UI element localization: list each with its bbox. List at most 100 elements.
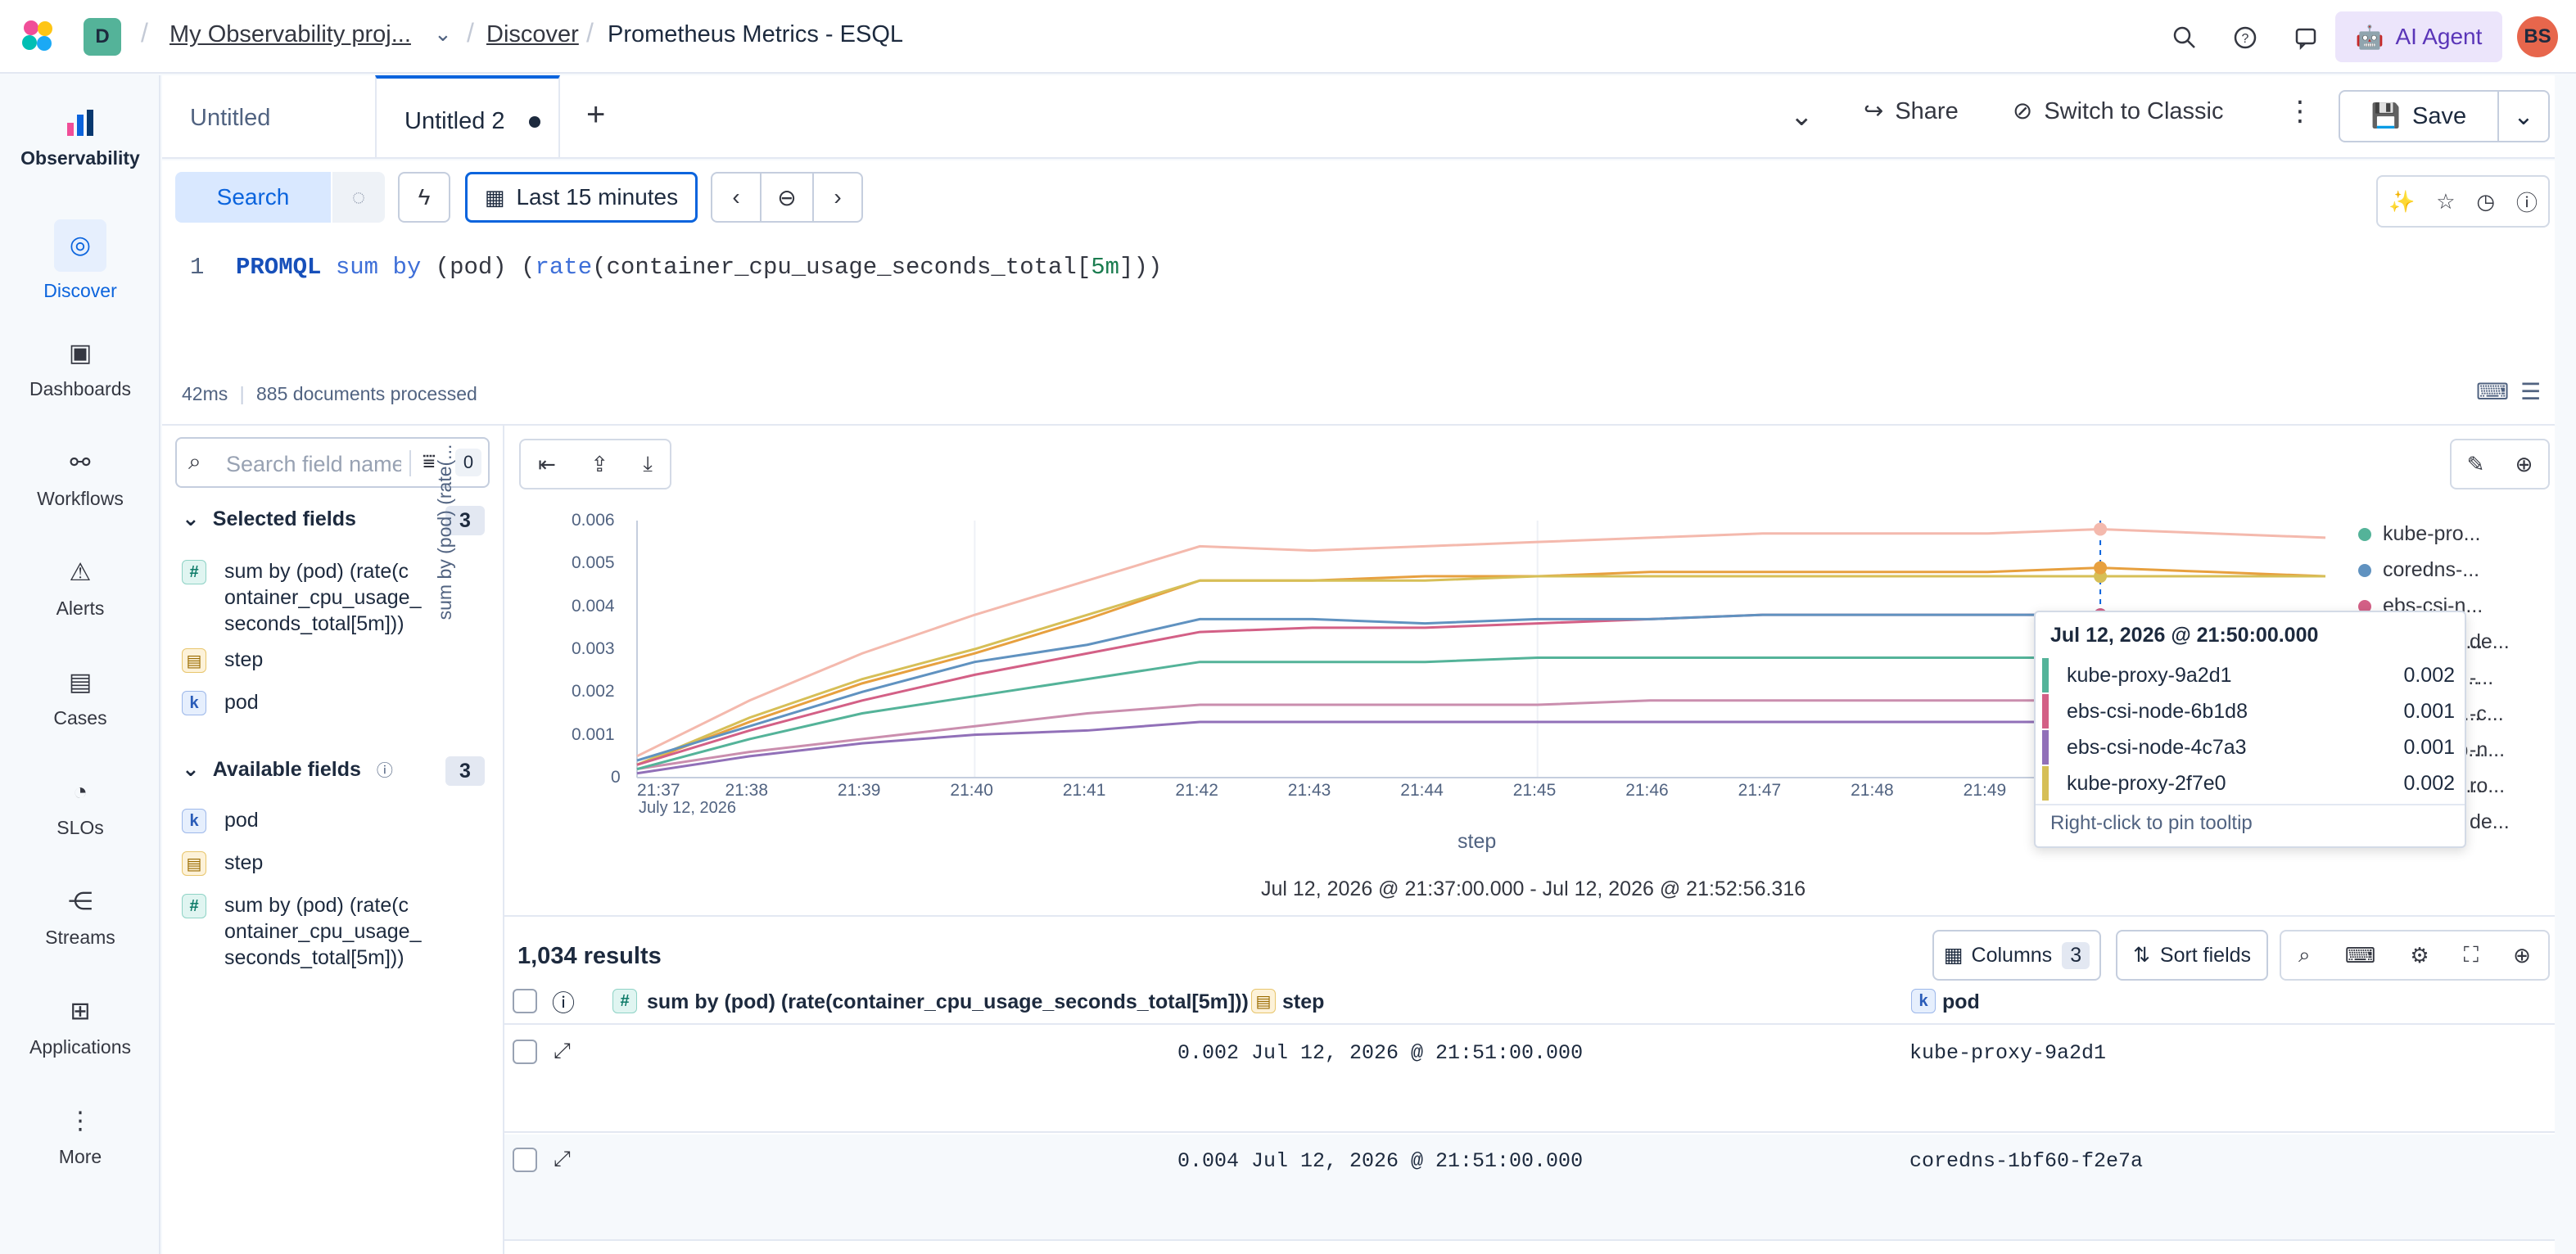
edit-visualization-icon[interactable]: ✎ <box>2466 451 2485 476</box>
query-editor[interactable]: 1 PROMQL sum by (pod) (rate(container_cp… <box>162 249 2555 347</box>
time-back-icon[interactable]: ‹ <box>711 172 762 223</box>
save-options-chevron-icon[interactable]: ⌄ <box>2497 90 2550 142</box>
streams-icon: ⋲ <box>68 888 93 915</box>
legend-item[interactable]: kube-pro... <box>2358 522 2481 546</box>
table-row[interactable]: ⤢ 0.004 Jul 12, 2026 @ 21:51:00.000 core… <box>504 1134 2555 1241</box>
nav-dashboards[interactable]: ▣ Dashboards <box>0 337 160 400</box>
info-icon[interactable]: ⓘ <box>552 990 576 1016</box>
row-checkbox[interactable] <box>513 1040 537 1064</box>
breadcrumb-project[interactable]: My Observability proj... <box>169 21 411 47</box>
nav-cases[interactable]: ▤ Cases <box>0 666 160 729</box>
collapse-sidebar-icon[interactable]: ⇤ <box>538 451 556 476</box>
nav-applications[interactable]: ⊞ Applications <box>0 995 160 1058</box>
field-sidebar: ⌕ Search field names ⩸ 0 ⌄ Selected field… <box>162 426 503 1254</box>
magic-wand-icon[interactable]: ✨ <box>2388 188 2416 214</box>
sort-icon: ⇅ <box>2132 944 2150 967</box>
filter-icon[interactable]: ⩸ <box>423 449 436 473</box>
nav-observability[interactable]: Observability <box>0 106 160 169</box>
nav-workflows[interactable]: ⚯ Workflows <box>0 447 160 510</box>
add-to-dashboard-icon[interactable]: ⊕ <box>2513 942 2531 968</box>
download-icon[interactable]: ⤓ <box>643 451 653 476</box>
available-field-step[interactable]: ▤ step <box>182 850 485 879</box>
column-header-pod[interactable]: pod <box>1942 990 1980 1013</box>
x-tick-label: 21:44 <box>1400 781 1444 800</box>
field-name: step <box>224 851 264 874</box>
elastic-logo[interactable] <box>20 18 57 56</box>
switch-classic-button[interactable]: ⊘ Switch to Classic <box>2013 97 2223 125</box>
ai-agent-button[interactable]: 🤖 AI Agent <box>2335 11 2502 62</box>
series-line[interactable] <box>636 527 2326 758</box>
expand-icon[interactable]: ⤢ <box>554 1146 571 1171</box>
date-type-icon: ▤ <box>1251 989 1276 1013</box>
sort-fields-button[interactable]: ⇅ Sort fields <box>2116 930 2268 981</box>
tab-untitled-2[interactable]: Untitled 2 <box>375 75 560 157</box>
wrap-icon[interactable]: ☰ <box>2520 379 2542 404</box>
user-avatar[interactable]: BS <box>2517 16 2558 57</box>
available-field-pod[interactable]: k pod <box>182 807 485 837</box>
field-name: step <box>224 648 264 671</box>
more-actions-icon[interactable]: ⋮ <box>2286 96 2314 127</box>
chat-icon[interactable] <box>2288 20 2324 56</box>
nav-slos[interactable]: ◔ SLOs <box>0 776 160 839</box>
tab-untitled[interactable]: Untitled <box>162 75 373 157</box>
selected-field-step[interactable]: ▤ step <box>182 647 485 676</box>
breadcrumb-discover[interactable]: Discover <box>486 21 579 47</box>
columns-count-badge: 3 <box>2062 941 2090 969</box>
search-button[interactable]: Search <box>175 172 331 223</box>
column-header-value[interactable]: sum by (pod) (rate(container_cpu_usage_s… <box>647 990 1249 1013</box>
available-fields-header[interactable]: ⌄ Available fields ⓘ 3 <box>182 756 485 789</box>
tooltip-row: kube-proxy-9a2d1 0.002 <box>2042 658 2458 692</box>
columns-button[interactable]: ▦ Columns 3 <box>1932 930 2101 981</box>
legend-item[interactable]: coredns-... <box>2358 558 2479 582</box>
help-icon[interactable]: ⓘ <box>2515 190 2538 215</box>
series-line[interactable] <box>636 575 2325 766</box>
keyboard-icon[interactable]: ⌨ <box>2344 942 2376 968</box>
save-icon: 💾 <box>2370 103 2401 129</box>
selected-fields-header[interactable]: ⌄ Selected fields 3 <box>182 506 485 539</box>
space-avatar[interactable]: D <box>84 18 121 56</box>
row-checkbox[interactable] <box>513 1148 537 1172</box>
zoom-out-icon[interactable]: ⊖ <box>762 172 812 223</box>
quick-query-button[interactable]: ϟ <box>398 172 450 223</box>
nav-discover[interactable]: ◎ Discover <box>0 219 160 302</box>
nav-alerts[interactable]: ⚠ Alerts <box>0 557 160 620</box>
nav-more[interactable]: ⋮ More <box>0 1105 160 1168</box>
settings-sliders-icon[interactable]: ⚙ <box>2410 942 2429 968</box>
y-tick-label: 0.006 <box>572 511 615 530</box>
help-icon[interactable]: ? <box>2227 20 2263 56</box>
filter-count-badge: 0 <box>455 449 481 476</box>
nav-streams[interactable]: ⋲ Streams <box>0 886 160 949</box>
select-all-checkbox[interactable] <box>513 989 537 1013</box>
query-group: (pod) <box>435 254 507 281</box>
refresh-icon[interactable]: ◌ <box>332 172 385 223</box>
selected-field-pod[interactable]: k pod <box>182 689 485 719</box>
add-to-dashboard-icon[interactable]: ⊕ <box>2515 451 2533 476</box>
star-icon[interactable]: ☆ <box>2436 188 2456 214</box>
share-button[interactable]: ↪ Share <box>1864 97 1959 125</box>
column-header-step[interactable]: step <box>1282 990 1325 1013</box>
export-icon[interactable]: ⇪ <box>590 451 609 476</box>
series-color-bar <box>2042 766 2049 801</box>
keyboard-icon[interactable]: ⌨ <box>2476 379 2510 404</box>
chevron-down-icon[interactable]: ⌄ <box>434 21 452 46</box>
add-tab-icon[interactable]: + <box>586 97 606 133</box>
x-tick-label: 21:49 <box>1963 781 2007 800</box>
history-icon[interactable]: ◷ <box>2476 188 2496 214</box>
time-picker-button[interactable]: ▦ Last 15 minutes <box>465 172 698 223</box>
cell-pod: coredns-1bf60-f2e7a <box>1909 1149 2144 1173</box>
fullscreen-icon[interactable]: ⛶ <box>2463 942 2479 967</box>
save-button[interactable]: 💾 Save <box>2339 90 2499 142</box>
search-icon[interactable] <box>2167 20 2203 56</box>
series-line[interactable] <box>636 566 2326 766</box>
field-search-input[interactable]: Search field names <box>226 452 401 476</box>
breadcrumb-separator: / <box>467 18 474 47</box>
expand-icon[interactable]: ⤢ <box>554 1038 571 1062</box>
switch-label: Switch to Classic <box>2044 98 2224 124</box>
tabs-menu-chevron-icon[interactable]: ⌄ <box>1790 101 1814 132</box>
field-search-box[interactable]: ⌕ Search field names ⩸ 0 <box>175 437 490 488</box>
cell-step: Jul 12, 2026 @ 21:51:00.000 <box>1251 1041 1584 1065</box>
tab-bar: Untitled Untitled 2 + ⌄ ↪ Share ⊘ Switch t… <box>162 75 2555 159</box>
table-row[interactable]: ⤢ 0.002 Jul 12, 2026 @ 21:51:00.000 kube… <box>504 1026 2555 1133</box>
time-forward-icon[interactable]: › <box>812 172 863 223</box>
search-icon[interactable]: ⌕ <box>2298 942 2311 967</box>
